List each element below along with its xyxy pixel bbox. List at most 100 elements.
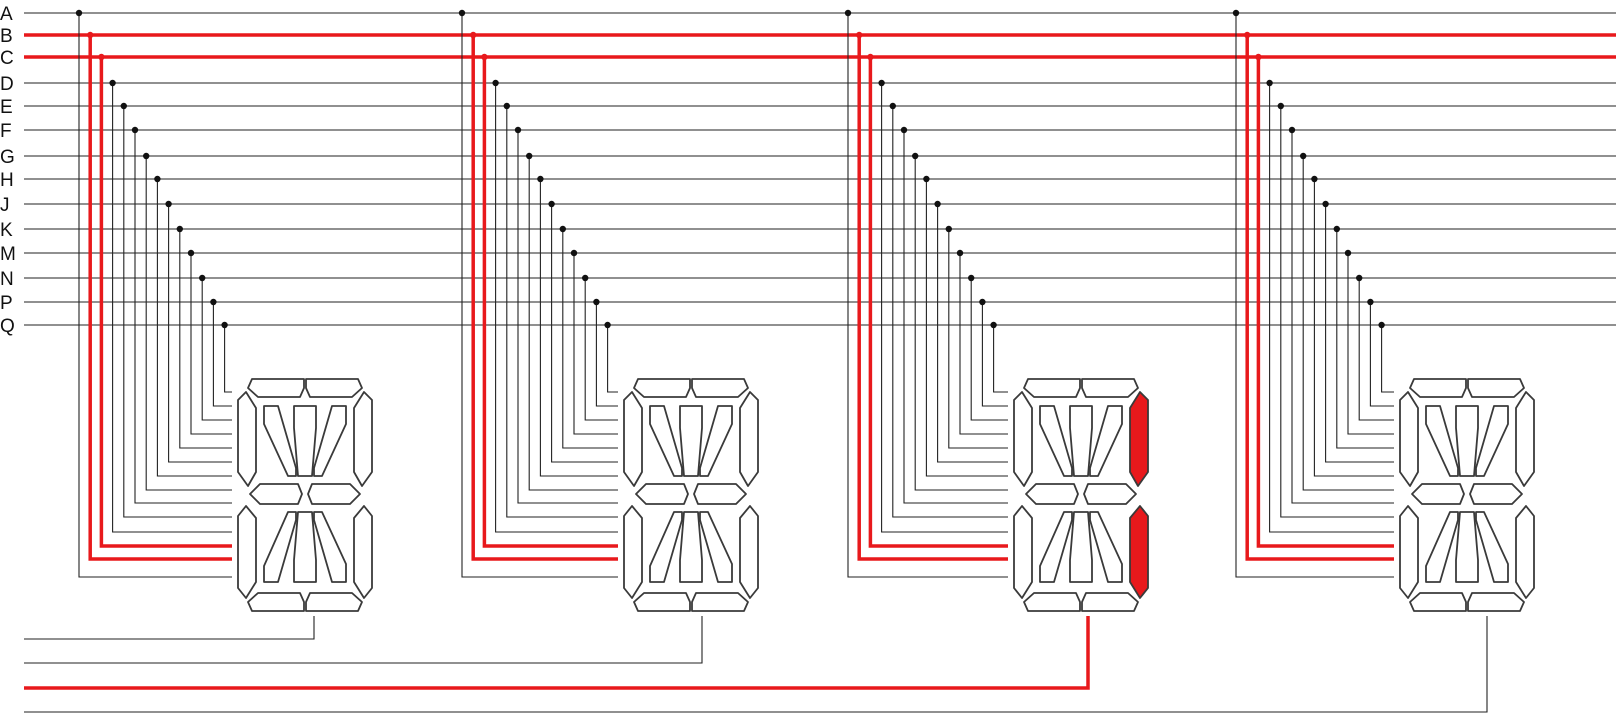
segment-m-digit-2	[649, 511, 683, 583]
junction-dot	[1232, 9, 1240, 17]
segment-a2-digit-3	[1081, 378, 1139, 398]
tap-h-digit-3	[925, 179, 1010, 477]
segment-j-digit-4	[1455, 405, 1479, 477]
tap-a-digit-2	[461, 13, 620, 578]
bus-label-j: J	[0, 195, 10, 216]
bus-label-m: M	[0, 244, 16, 265]
tap-d-digit-1	[112, 83, 234, 533]
junction-dot	[1288, 126, 1296, 134]
segment-e-digit-2	[623, 505, 643, 599]
junction-dot	[1311, 175, 1318, 183]
segment-n-digit-3	[1069, 511, 1093, 583]
tap-k-digit-3	[948, 229, 1010, 449]
segment-p-digit-3	[1089, 511, 1123, 583]
tap-n-digit-3	[970, 278, 1010, 421]
sixteen-segment-display-2	[618, 374, 764, 616]
segment-g-digit-4	[1411, 483, 1465, 505]
segment-c-digit-1	[353, 505, 373, 599]
tap-c-digit-3	[868, 57, 1010, 548]
tap-a-digit-1	[78, 13, 234, 578]
tap-n-digit-4	[1358, 278, 1396, 421]
junction-dot	[912, 152, 919, 160]
sixteen-segment-display-3	[1008, 374, 1154, 616]
junction-dot	[900, 126, 908, 134]
junction-dot	[582, 274, 589, 282]
segment-d2-digit-2	[633, 592, 691, 612]
tap-a-digit-3	[847, 13, 1010, 578]
junction-dot	[199, 274, 206, 282]
segment-a-digit-4	[1409, 378, 1467, 398]
junction-dot	[458, 9, 466, 17]
junction-dot	[844, 9, 852, 17]
junction-dot	[570, 249, 578, 257]
bus-label-n: N	[0, 269, 14, 290]
junction-dot	[956, 249, 964, 257]
junction-dot	[1378, 321, 1385, 329]
tap-b-digit-3	[857, 35, 1010, 561]
junction-dot	[1333, 225, 1341, 233]
junction-dot	[526, 152, 533, 160]
tap-f-digit-1	[134, 130, 234, 504]
junction-dot	[934, 200, 941, 208]
junction-dot	[990, 321, 997, 329]
junction-dot	[1266, 79, 1273, 87]
segment-k-digit-4	[1475, 405, 1509, 477]
junction-dot	[187, 249, 195, 257]
junction-dot	[878, 79, 885, 87]
tap-f-digit-2	[517, 130, 620, 504]
junction-dot	[1344, 249, 1352, 257]
tap-q-digit-4	[1381, 325, 1396, 393]
segment-c-digit-3	[1129, 505, 1149, 599]
tap-e-digit-1	[123, 106, 234, 518]
tap-c-digit-4	[1256, 57, 1396, 548]
segment-a2-digit-4	[1467, 378, 1525, 398]
segment-j-digit-2	[679, 405, 703, 477]
tap-d-digit-2	[495, 83, 620, 533]
segment-f-digit-3	[1013, 391, 1033, 487]
segment-d-digit-1	[305, 592, 363, 612]
tap-g-digit-1	[145, 156, 234, 491]
junction-dot	[87, 31, 94, 39]
tap-b-digit-4	[1245, 35, 1396, 561]
common-line-digit-1	[24, 614, 315, 640]
bus-label-d: D	[0, 74, 14, 95]
junction-dot	[604, 321, 611, 329]
junction-dot	[1244, 31, 1251, 39]
segment-n-digit-4	[1455, 511, 1479, 583]
segment-f-digit-2	[623, 391, 643, 487]
bus-label-g: G	[0, 147, 15, 168]
junction-dot	[1356, 274, 1363, 282]
segment-g2-digit-4	[1469, 483, 1523, 505]
segment-d-digit-2	[691, 592, 749, 612]
tap-f-digit-3	[903, 130, 1010, 504]
segment-a2-digit-2	[691, 378, 749, 398]
junction-dot	[867, 53, 874, 61]
junction-dots	[75, 9, 1385, 329]
tap-q-digit-1	[224, 325, 234, 393]
junction-dot	[1255, 53, 1262, 61]
segment-g-digit-1	[249, 483, 303, 505]
tap-g-digit-3	[914, 156, 1010, 491]
tap-a-digit-4	[1235, 13, 1396, 578]
display-group	[232, 374, 1540, 616]
tap-p-digit-1	[212, 302, 234, 407]
common-line-digit-2	[24, 614, 703, 664]
segment-d2-digit-3	[1023, 592, 1081, 612]
tap-k-digit-1	[179, 229, 234, 449]
tap-m-digit-2	[573, 253, 620, 435]
tap-h-digit-2	[539, 179, 620, 477]
junction-dot	[98, 53, 105, 61]
junction-dot	[75, 9, 83, 17]
junction-dot	[593, 298, 600, 306]
sixteen-segment-display-1	[232, 374, 378, 616]
segment-p-digit-4	[1475, 511, 1509, 583]
junction-dot	[131, 126, 139, 134]
junction-dot	[143, 152, 150, 160]
tap-k-digit-4	[1336, 229, 1396, 449]
tap-b-digit-2	[471, 35, 620, 561]
tap-p-digit-3	[981, 302, 1010, 407]
segment-m-digit-1	[263, 511, 297, 583]
segment-g2-digit-1	[307, 483, 361, 505]
bus-label-p: P	[0, 293, 13, 314]
